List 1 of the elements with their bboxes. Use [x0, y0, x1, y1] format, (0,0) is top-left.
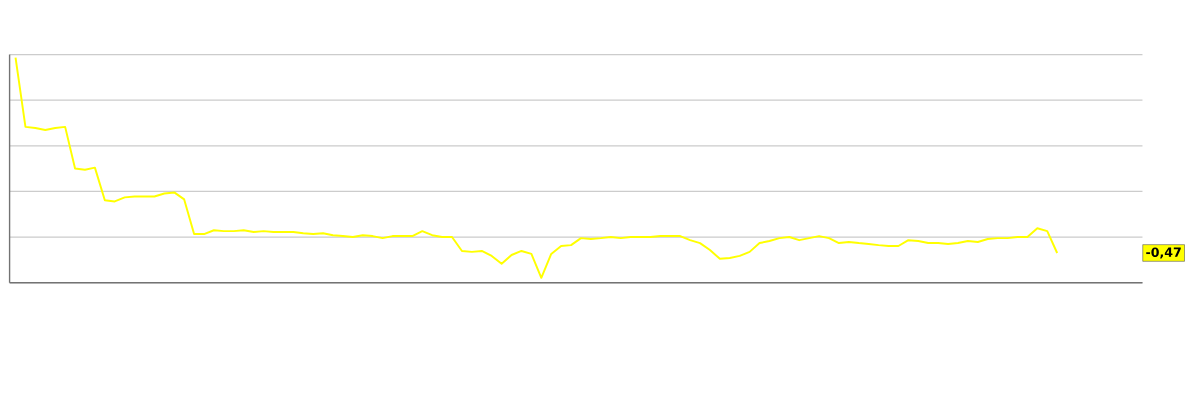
text: -0,47 — [1146, 247, 1181, 259]
